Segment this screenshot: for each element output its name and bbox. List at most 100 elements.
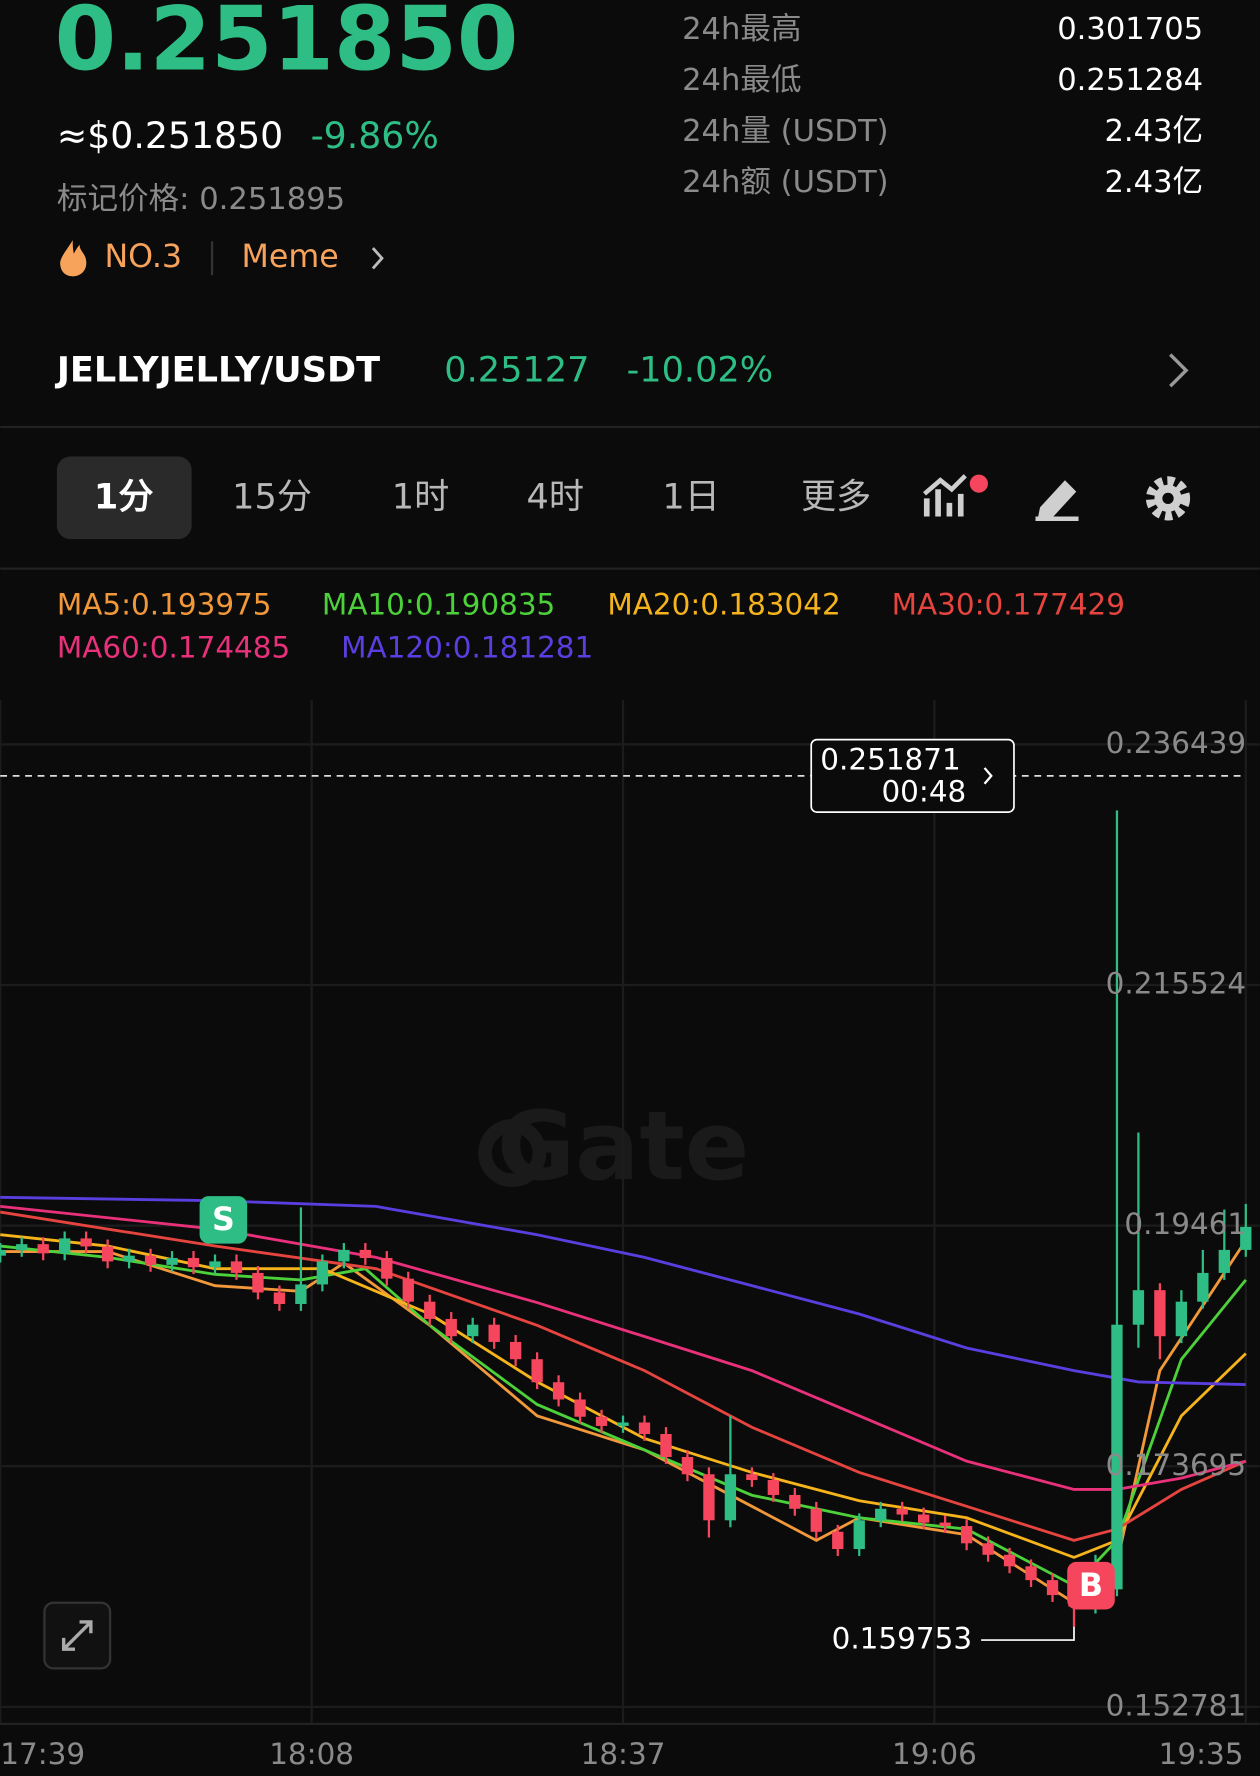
- ma-line: [0, 1195, 1246, 1386]
- candle-body: [230, 1261, 243, 1273]
- candle-body: [166, 1257, 178, 1265]
- candle-body: [918, 1514, 930, 1523]
- candle-body: [982, 1543, 994, 1555]
- y-tick-label: 0.173695: [1106, 1448, 1246, 1482]
- candle-body: [101, 1246, 114, 1262]
- candle-body: [359, 1249, 371, 1258]
- candle-body: [488, 1324, 500, 1342]
- last-price-tag[interactable]: [810, 738, 1015, 813]
- candle-body: [402, 1278, 414, 1302]
- candle-body: [0, 1249, 6, 1256]
- tab[interactable]: 15分: [232, 476, 312, 517]
- stat-value: 2.43亿: [1104, 165, 1203, 200]
- candle-body: [1132, 1290, 1145, 1325]
- signal-label: B: [1079, 1568, 1103, 1604]
- candle-body: [1240, 1226, 1252, 1250]
- pair-price: 0.25127: [444, 350, 589, 391]
- candle-body: [37, 1244, 49, 1254]
- legend-entry: MA30:0.177429: [892, 587, 1125, 621]
- candle-body: [832, 1531, 844, 1550]
- flame-icon: [60, 240, 87, 277]
- candle-body: [1111, 1324, 1123, 1590]
- draw-icon[interactable]: [1035, 480, 1079, 522]
- candle-body: [939, 1522, 951, 1527]
- candle-body: [1218, 1249, 1230, 1273]
- candle-body: [16, 1244, 28, 1250]
- x-tick-label: 18:08: [269, 1737, 354, 1771]
- indicator-icon[interactable]: [923, 474, 988, 517]
- candle-body: [381, 1257, 393, 1279]
- candle-body: [960, 1526, 973, 1544]
- candle-body: [467, 1324, 479, 1337]
- candle-body: [789, 1494, 801, 1509]
- candle-body: [1046, 1580, 1059, 1596]
- rank[interactable]: NO.3: [104, 239, 182, 275]
- low-label: 0.159753: [832, 1622, 972, 1656]
- candle-body: [617, 1422, 629, 1426]
- candle-body: [273, 1292, 286, 1304]
- tabs: 1分 15分 1时 4时 1日 更多: [94, 476, 871, 517]
- candle-body: [638, 1422, 651, 1434]
- tab-selected-bg: [56, 456, 192, 540]
- y-tick-label: 0.19461: [1124, 1207, 1246, 1241]
- y-tick-label: 0.152781: [1106, 1688, 1246, 1722]
- last-price: 0.251850: [55, 0, 519, 91]
- badge: [969, 474, 988, 493]
- legend-entry: MA20:0.183042: [607, 587, 840, 621]
- ma-line: [0, 1244, 1247, 1588]
- icon-bars: [923, 489, 964, 517]
- tag[interactable]: Meme: [242, 239, 339, 275]
- candle-body: [123, 1255, 135, 1262]
- candle-body: [1197, 1272, 1209, 1302]
- settings-icon[interactable]: [1145, 476, 1191, 521]
- mark-price: 标记价格: 0.251895: [57, 182, 345, 217]
- pair-name[interactable]: JELLYJELLY/USDT: [55, 350, 380, 391]
- x-tick-label: 18:37: [581, 1737, 666, 1771]
- stat-label: 24h量 (USDT): [682, 114, 888, 149]
- signal-label: S: [212, 1202, 235, 1238]
- candle-body: [531, 1359, 543, 1383]
- legend-entry: MA120:0.181281: [341, 631, 593, 665]
- tab[interactable]: 4时: [527, 476, 584, 517]
- tab[interactable]: 1日: [662, 476, 719, 517]
- candle-body: [509, 1341, 522, 1360]
- stat-label: 24h最低: [682, 63, 801, 98]
- chevron: [371, 247, 384, 270]
- tab[interactable]: 1时: [392, 476, 449, 517]
- candle-body: [595, 1416, 608, 1426]
- candle-body: [1154, 1290, 1166, 1337]
- candle-body: [424, 1301, 436, 1319]
- stat-value: 0.251284: [1057, 63, 1203, 98]
- x-tick-label: 19:06: [892, 1737, 977, 1771]
- stat-label: 24h最高: [682, 12, 801, 47]
- candle-body: [724, 1474, 737, 1521]
- candle-body: [187, 1257, 200, 1268]
- usd-price: ≈$0.251850: [57, 114, 283, 157]
- signal-marker: [199, 1196, 248, 1244]
- signal-marker: [1067, 1561, 1115, 1610]
- legend-entry: MA10:0.190835: [322, 587, 555, 621]
- candle-body: [59, 1238, 71, 1254]
- candle-body: [875, 1508, 887, 1521]
- ma-legend: MA5:0.193975 MA10:0.190835 MA20:0.183042 MA…: [57, 587, 1125, 664]
- chevron[interactable]: [1169, 353, 1189, 388]
- candle-body: [810, 1508, 822, 1532]
- candle-body: [338, 1249, 350, 1262]
- low-leader: [981, 1626, 1075, 1641]
- stats: 24h最高 0.301705 24h最低 0.251284 24h量 (USDT) 2.4…: [682, 12, 1203, 200]
- tab[interactable]: 1分: [94, 476, 154, 517]
- candle-body: [1025, 1566, 1037, 1581]
- tab[interactable]: 更多: [801, 476, 871, 517]
- candle-body: [295, 1284, 307, 1304]
- gear-hole: [1162, 492, 1174, 505]
- candle-body: [1175, 1301, 1188, 1337]
- pair-change: -10.02%: [627, 350, 774, 391]
- legend-entry: MA5:0.193975: [57, 587, 272, 621]
- ma-line: [0, 1210, 1247, 1542]
- price-change: -9.86%: [311, 114, 439, 157]
- candle-body: [746, 1474, 758, 1481]
- candle-body: [316, 1261, 329, 1285]
